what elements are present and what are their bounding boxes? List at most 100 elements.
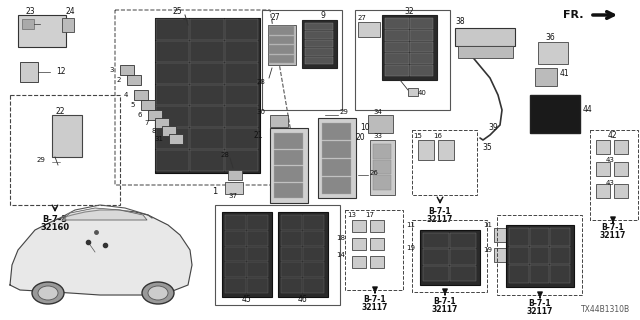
Bar	[385, 42, 408, 52]
Bar	[385, 30, 408, 41]
Bar	[494, 248, 508, 262]
Bar	[385, 18, 408, 29]
Text: B-7-1: B-7-1	[434, 298, 456, 307]
Bar	[228, 170, 242, 180]
Bar	[148, 110, 162, 120]
Bar	[156, 128, 189, 149]
Text: 19: 19	[406, 245, 415, 251]
Bar	[156, 150, 189, 171]
Bar	[497, 215, 582, 295]
Bar	[190, 19, 223, 40]
Bar	[274, 166, 303, 181]
Text: 32117: 32117	[427, 215, 453, 225]
Bar	[322, 159, 351, 176]
Bar	[247, 278, 268, 293]
Bar	[274, 182, 303, 198]
Text: 16: 16	[433, 133, 442, 139]
Bar	[281, 247, 302, 261]
Bar	[270, 115, 288, 127]
Bar	[141, 100, 155, 110]
Bar	[222, 212, 272, 297]
Text: TX44B1310B: TX44B1310B	[581, 305, 630, 314]
Text: 4: 4	[124, 92, 128, 98]
Text: 43: 43	[605, 180, 614, 186]
Text: 41: 41	[560, 69, 570, 78]
Bar	[303, 278, 324, 293]
Text: 11: 11	[406, 222, 415, 228]
Bar	[410, 65, 433, 76]
Bar	[455, 28, 515, 46]
Bar	[281, 231, 302, 246]
Bar	[134, 90, 148, 100]
Bar	[450, 249, 476, 265]
Bar	[155, 118, 169, 128]
Bar	[450, 266, 476, 281]
Bar	[270, 128, 308, 203]
Bar	[352, 256, 366, 268]
Bar	[410, 30, 433, 41]
Bar	[368, 115, 393, 133]
Bar	[162, 126, 176, 136]
Text: 32160: 32160	[40, 223, 70, 233]
Bar	[509, 247, 529, 264]
Bar	[303, 215, 324, 230]
Bar	[225, 150, 258, 171]
Bar	[247, 247, 268, 261]
Text: 27: 27	[270, 13, 280, 22]
Text: 36: 36	[545, 34, 555, 43]
Text: 10: 10	[360, 124, 370, 132]
Bar	[262, 10, 342, 110]
Text: 11: 11	[483, 222, 492, 228]
Bar	[305, 48, 333, 56]
Bar	[303, 247, 324, 261]
Bar	[358, 22, 380, 37]
Bar	[305, 40, 333, 47]
Text: 38: 38	[455, 18, 465, 27]
Text: 26: 26	[370, 170, 379, 176]
Bar	[410, 42, 433, 52]
Bar	[62, 18, 74, 32]
Bar	[190, 150, 223, 171]
Bar	[590, 130, 638, 220]
Bar	[225, 231, 246, 246]
Text: 32117: 32117	[362, 303, 388, 313]
Text: 12: 12	[56, 68, 65, 76]
Text: 32117: 32117	[432, 306, 458, 315]
Bar	[52, 115, 82, 157]
Bar	[370, 238, 384, 250]
Bar	[418, 140, 434, 160]
Bar	[412, 130, 477, 195]
Bar	[156, 84, 189, 105]
Text: 17: 17	[365, 212, 374, 218]
Bar	[373, 144, 391, 159]
Bar	[506, 225, 574, 287]
Bar	[352, 220, 366, 232]
Bar	[438, 140, 454, 160]
Bar	[225, 19, 258, 40]
Bar	[156, 19, 189, 40]
Text: 30: 30	[256, 109, 265, 115]
Bar	[614, 162, 628, 176]
Text: B-7-1: B-7-1	[529, 300, 551, 308]
Bar	[530, 247, 549, 264]
Bar	[225, 262, 246, 277]
Bar	[20, 62, 38, 82]
Bar	[345, 210, 403, 290]
Bar	[190, 41, 223, 62]
Bar	[169, 134, 183, 144]
Bar	[318, 118, 356, 198]
Bar	[225, 107, 258, 127]
Ellipse shape	[148, 286, 168, 300]
Bar	[373, 160, 391, 174]
Bar	[494, 228, 508, 242]
Bar	[538, 42, 568, 64]
Bar	[382, 15, 437, 80]
Bar	[303, 231, 324, 246]
Bar	[190, 107, 223, 127]
Bar	[18, 15, 66, 47]
Bar	[550, 265, 570, 283]
Bar	[120, 65, 134, 75]
Bar	[190, 63, 223, 84]
Bar	[225, 41, 258, 62]
Text: 14: 14	[336, 252, 345, 258]
